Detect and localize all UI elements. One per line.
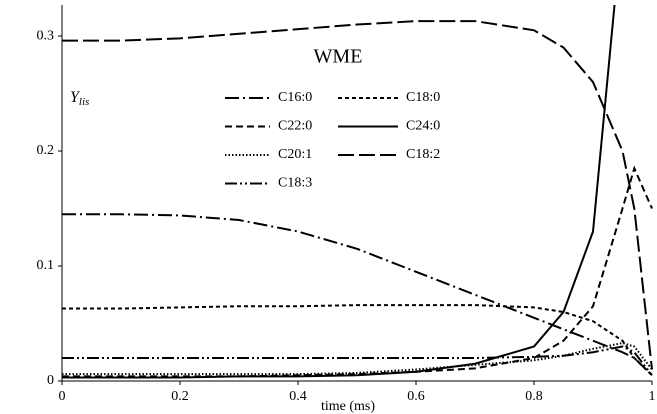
annotation: WME	[314, 46, 363, 68]
x-tick-label: 0	[59, 389, 66, 404]
series-line	[62, 165, 653, 378]
legend-label: C18:3	[278, 176, 312, 191]
legend-label: C16:0	[278, 90, 312, 105]
legend-label: C22:0	[278, 119, 312, 134]
x-tick-label: 0.8	[525, 389, 543, 404]
y-tick-label: 0.2	[37, 143, 55, 158]
x-tick-label: 1	[649, 389, 656, 404]
x-tick-label: 0.4	[289, 389, 307, 404]
legend-label: C24:0	[406, 119, 440, 134]
plot-area	[62, 5, 653, 379]
y-axis-label: Ylis	[70, 89, 89, 108]
legend-label: C20:1	[278, 147, 312, 162]
series-line	[62, 5, 616, 379]
series-line	[62, 345, 653, 376]
legend-label: C18:0	[406, 90, 440, 105]
series-line	[62, 304, 653, 376]
x-axis-label: time (ms)	[321, 399, 375, 414]
series-line	[62, 213, 653, 376]
y-tick-label: 0.1	[37, 258, 55, 273]
y-tick-label: 0.3	[37, 28, 55, 43]
y-axis-label-main: Y	[70, 89, 81, 106]
y-tick-label: 0	[47, 373, 54, 388]
x-tick-label: 0.6	[407, 389, 425, 404]
legend-label: C18:2	[406, 147, 440, 162]
x-tick-label: 0.2	[171, 389, 189, 404]
series-line	[62, 342, 653, 376]
y-axis-label-sub: lis	[79, 96, 89, 108]
series-line	[62, 20, 653, 370]
